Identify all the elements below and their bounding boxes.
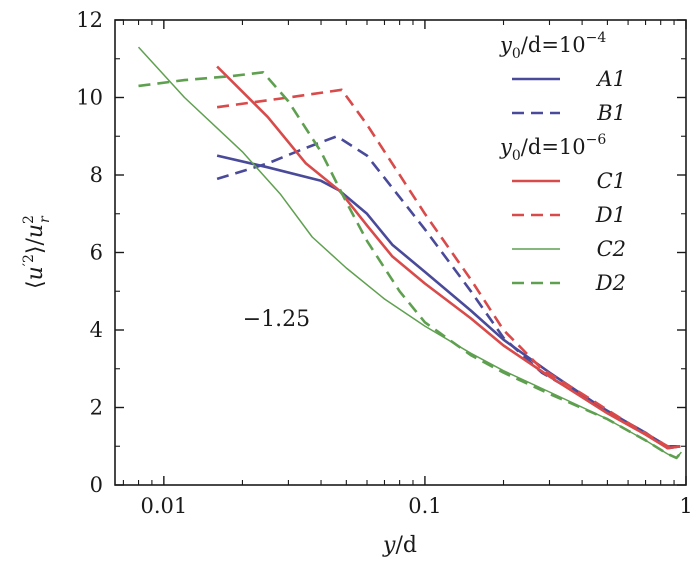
slope-annotation: −1.25 bbox=[243, 307, 310, 332]
legend-label-d2: D2 bbox=[595, 271, 626, 295]
legend-label-c2: C2 bbox=[597, 237, 626, 261]
y-tick-label: 6 bbox=[90, 241, 103, 265]
y-axis-label-var2-sup: 2 bbox=[21, 215, 37, 224]
legend-label-a1: A1 bbox=[595, 67, 626, 91]
y-tick-label: 12 bbox=[76, 8, 103, 32]
legend-header-exp: −4 bbox=[586, 30, 607, 46]
x-axis-label-var: y bbox=[382, 533, 396, 558]
x-axis-label-rest: /d bbox=[395, 533, 417, 558]
legend-header-text: /d=10 bbox=[521, 135, 586, 159]
legend-header-sub: 0 bbox=[512, 46, 521, 62]
y-axis-label-var2-sub: r bbox=[37, 215, 53, 223]
y-tick-label: 4 bbox=[90, 318, 103, 342]
series-line-d1 bbox=[216, 88, 681, 448]
legend-label-d1: D1 bbox=[595, 203, 626, 227]
y-axis-label-open: ⟨ bbox=[23, 280, 48, 289]
x-tick-label: 0.01 bbox=[140, 494, 187, 518]
legend-group-header: y0/d=10−6 bbox=[499, 132, 606, 164]
y-axis-label-var2: u bbox=[23, 224, 48, 238]
legend-header-sub: 0 bbox=[512, 148, 521, 164]
legend-label-c1: C1 bbox=[597, 169, 626, 193]
x-axis-label: y/d bbox=[382, 533, 417, 558]
x-tick-label: 1 bbox=[679, 494, 692, 518]
y-tick-label: 8 bbox=[90, 163, 103, 187]
y-tick-label: 10 bbox=[76, 86, 103, 110]
y-axis-label: ⟨u′2⟩/u2r bbox=[21, 215, 53, 289]
y-tick-label: 2 bbox=[90, 396, 103, 420]
legend-header-exp: −6 bbox=[586, 132, 607, 148]
y-axis-label-sup: ′2 bbox=[21, 254, 37, 266]
series-line-d2 bbox=[138, 71, 683, 460]
legend-header-text: /d=10 bbox=[521, 33, 586, 57]
y-axis-label-close: ⟩/ bbox=[23, 238, 48, 255]
y-axis-label-var: u bbox=[23, 266, 48, 280]
data-series bbox=[137, 46, 683, 460]
y-tick-label: 0 bbox=[90, 473, 103, 497]
x-tick-label: 0.1 bbox=[408, 494, 441, 518]
legend-label-b1: B1 bbox=[596, 101, 626, 125]
series-line-c1 bbox=[216, 65, 681, 450]
legend-group-header: y0/d=10−4 bbox=[499, 30, 606, 62]
legend-header-var: y bbox=[499, 33, 513, 57]
legend-header-var: y bbox=[499, 135, 513, 159]
